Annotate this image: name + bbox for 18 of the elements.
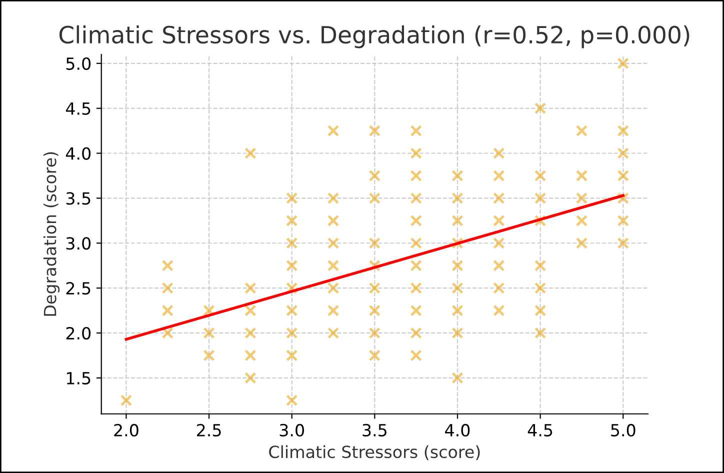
x-tick-label: 2.5 — [196, 424, 221, 436]
y-tick-label: 4.5 — [66, 102, 90, 115]
y-tick-label: 2.5 — [66, 282, 90, 295]
y-axis-title: Degradation (score) — [43, 152, 60, 316]
y-tick-label: 5.0 — [66, 57, 91, 70]
x-axis-title: Climatic Stressors (score) — [269, 445, 480, 460]
x-tick-label: 4.0 — [445, 424, 470, 436]
y-tick-label: 3.0 — [66, 237, 91, 250]
y-tick-label: 4.0 — [66, 147, 91, 160]
x-tick-label: 3.5 — [362, 424, 386, 436]
x-tick-label: 5.0 — [611, 424, 636, 436]
x-tick-label: 3.0 — [280, 424, 304, 436]
y-tick-label: 2.0 — [66, 326, 91, 340]
x-tick-label: 2.0 — [114, 424, 138, 436]
y-tick-label: 3.5 — [66, 192, 90, 205]
y-tick-label: 1.5 — [66, 372, 90, 384]
x-tick-label: 4.5 — [528, 424, 552, 436]
chart-title: Climatic Stressors vs. Degradation (r=0.52, p=0.000) — [59, 25, 690, 48]
